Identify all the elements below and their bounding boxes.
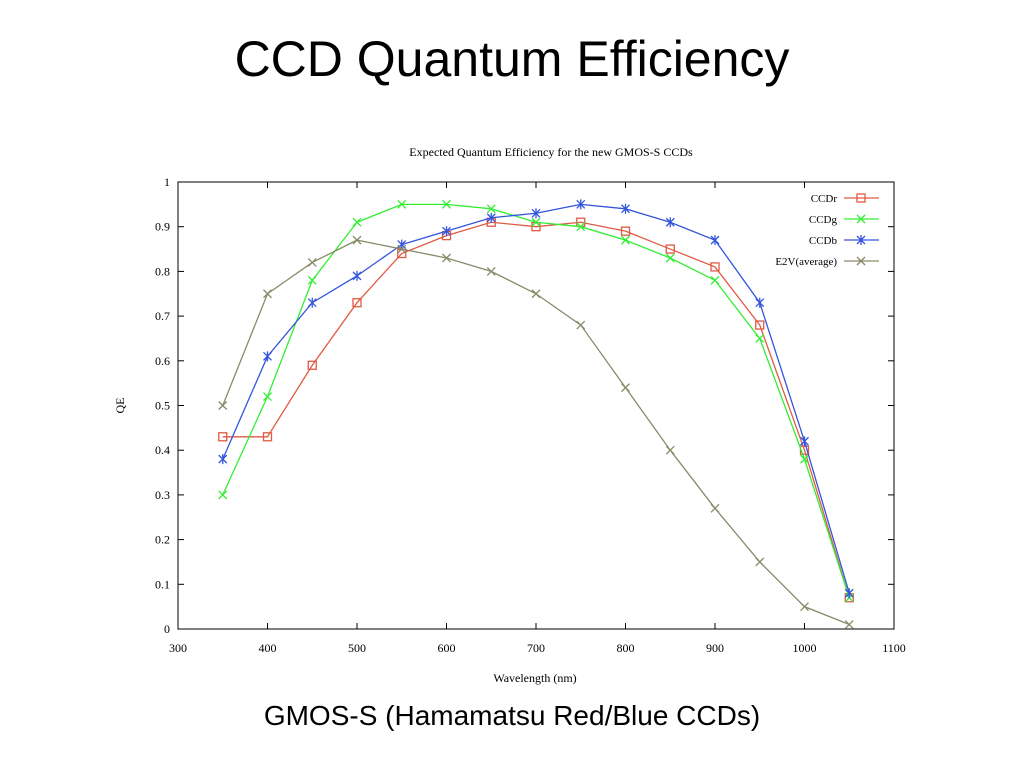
x-tick-label: 1100 bbox=[882, 641, 906, 655]
point-ccdb bbox=[531, 208, 541, 219]
point-ccdb bbox=[263, 351, 272, 362]
y-tick-label: 0 bbox=[164, 622, 170, 636]
point-ccdg bbox=[710, 275, 720, 285]
point-e2v-average bbox=[621, 383, 630, 393]
point-ccdg bbox=[665, 253, 675, 263]
point-ccdr bbox=[620, 226, 631, 236]
series-line-ccdr bbox=[222, 221, 850, 598]
point-ccdb bbox=[665, 217, 675, 228]
y-tick-label: 0.2 bbox=[155, 533, 170, 547]
point-ccdg bbox=[397, 199, 407, 209]
point-e2v-average bbox=[397, 244, 407, 254]
x-tick-label: 900 bbox=[706, 641, 724, 655]
legend-marker-e2v-average bbox=[856, 256, 866, 266]
legend-marker-ccdb bbox=[856, 235, 866, 245]
point-ccdg bbox=[486, 204, 496, 214]
point-ccdb bbox=[442, 226, 451, 237]
y-tick-label: 0.3 bbox=[155, 488, 170, 502]
point-ccdg bbox=[531, 217, 541, 227]
point-ccdg bbox=[307, 275, 317, 285]
x-tick-label: 400 bbox=[259, 641, 277, 655]
x-tick-label: 300 bbox=[169, 641, 187, 655]
point-ccdb bbox=[352, 270, 362, 281]
legend-label-e2v-average: E2V(average) bbox=[775, 256, 837, 268]
x-tick-label: 700 bbox=[527, 641, 545, 655]
legend-label-ccdb: CCDb bbox=[809, 235, 838, 247]
point-e2v-average bbox=[352, 235, 362, 245]
x-tick-label: 1000 bbox=[793, 641, 817, 655]
legend-label-ccdr: CCDr bbox=[811, 193, 838, 205]
point-ccdg bbox=[800, 454, 809, 464]
point-ccdr bbox=[665, 244, 675, 254]
point-ccdb bbox=[218, 454, 228, 465]
y-tick-label: 0.4 bbox=[155, 443, 170, 457]
point-ccdb bbox=[710, 235, 720, 246]
point-ccdb bbox=[755, 297, 765, 308]
y-tick-label: 0.8 bbox=[155, 264, 170, 278]
y-tick-label: 0.1 bbox=[155, 577, 170, 591]
point-ccdg bbox=[576, 222, 586, 232]
point-ccdg bbox=[218, 490, 228, 500]
point-ccdb bbox=[307, 297, 317, 308]
point-e2v-average bbox=[710, 503, 720, 513]
y-tick-label: 0.7 bbox=[155, 309, 170, 323]
y-tick-label: 0.6 bbox=[155, 354, 170, 368]
legend-marker-ccdr bbox=[856, 193, 866, 203]
point-e2v-average bbox=[307, 258, 317, 267]
series-line-e2v-average bbox=[222, 239, 850, 626]
y-tick-label: 1 bbox=[164, 175, 170, 189]
point-ccdr bbox=[352, 298, 362, 308]
x-tick-label: 600 bbox=[438, 641, 456, 655]
series-line-ccdg bbox=[222, 203, 850, 598]
point-e2v-average bbox=[665, 445, 675, 455]
point-e2v-average bbox=[486, 266, 496, 276]
point-e2v-average bbox=[531, 289, 541, 299]
point-ccdr bbox=[262, 432, 273, 442]
point-ccdb bbox=[800, 436, 809, 447]
point-ccdb bbox=[621, 203, 630, 214]
legend-label-ccdg: CCDg bbox=[809, 214, 838, 226]
point-ccdg bbox=[263, 392, 272, 402]
point-e2v-average bbox=[442, 253, 451, 263]
y-tick-label: 0.9 bbox=[155, 220, 170, 234]
chart-title: Expected Quantum Efficiency for the new … bbox=[409, 145, 693, 159]
point-ccdb bbox=[486, 212, 496, 223]
legend-marker-ccdg bbox=[856, 214, 866, 224]
point-ccdr bbox=[755, 320, 765, 330]
point-ccdg bbox=[755, 333, 765, 343]
plot-frame bbox=[177, 181, 895, 630]
y-axis-label: QE bbox=[113, 398, 127, 414]
point-ccdg bbox=[352, 217, 362, 227]
point-ccdg bbox=[621, 235, 630, 245]
x-axis-label: Wavelength (nm) bbox=[493, 671, 576, 685]
point-e2v-average bbox=[755, 557, 765, 567]
y-tick-label: 0.5 bbox=[155, 399, 170, 413]
point-ccdg bbox=[442, 199, 451, 209]
point-e2v-average bbox=[218, 401, 228, 410]
point-e2v-average bbox=[800, 602, 809, 612]
point-ccdb bbox=[844, 588, 854, 599]
slide-title: CCD Quantum Efficiency bbox=[234, 31, 790, 87]
x-tick-label: 500 bbox=[348, 641, 366, 655]
point-ccdr bbox=[307, 360, 317, 370]
point-ccdb bbox=[576, 199, 586, 210]
point-ccdr bbox=[710, 262, 720, 272]
point-e2v-average bbox=[844, 620, 854, 629]
x-tick-label: 800 bbox=[617, 641, 635, 655]
point-e2v-average bbox=[263, 289, 272, 299]
point-ccdr bbox=[218, 432, 228, 442]
series-line-ccdb bbox=[222, 203, 850, 594]
point-e2v-average bbox=[576, 320, 586, 330]
slide-caption: GMOS-S (Hamamatsu Red/Blue CCDs) bbox=[263, 700, 761, 731]
